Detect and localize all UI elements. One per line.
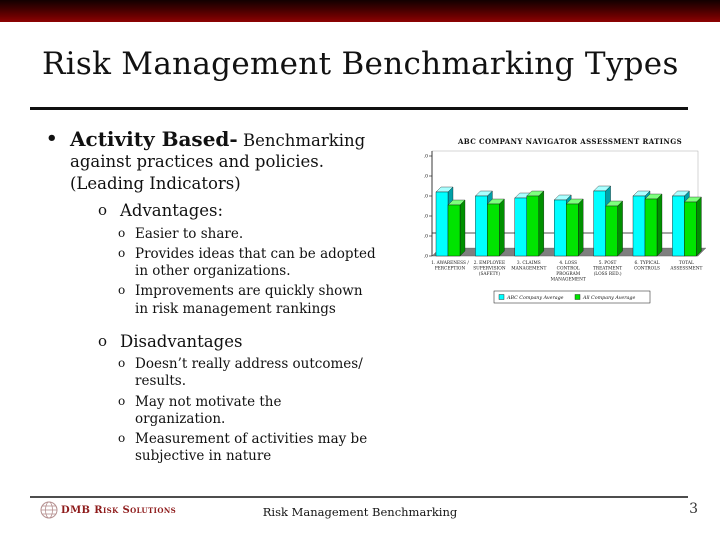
footer-title: Risk Management Benchmarking [262,505,458,519]
svg-text:PROGRAM: PROGRAM [556,272,580,277]
assessment-ratings-chart-svg: ABC COMPANY NAVIGATOR ASSESSMENT RATINGS… [424,137,707,304]
svg-text:(SAFETY): (SAFETY) [479,272,501,277]
svg-text:3. CLAIMS: 3. CLAIMS [517,261,541,266]
svg-text:4.0: 4.0 [424,174,428,180]
svg-text:0.0: 0.0 [424,254,428,260]
svg-text:SUPERVISION: SUPERVISION [473,267,506,272]
advantage-item: o Provides ideas that can be adopted in … [118,246,376,280]
advantage-item-text: Provides ideas that can be adopted in ot… [135,246,376,280]
advantage-item: o Easier to share. [118,226,376,243]
circle-bullet-icon: o [118,430,126,445]
bullet-dot-icon: • [46,128,58,149]
disadvantage-item: o Doesn’t really address outcomes/ resul… [118,356,376,390]
svg-text:4. LOSS: 4. LOSS [559,261,577,266]
circle-bullet-icon: o [118,246,126,261]
disadvantage-item: o May not motivate the organization. [118,394,376,428]
svg-text:1.0: 1.0 [424,234,428,240]
circle-bullet-icon: o [98,201,108,220]
disadvantage-item-text: Doesn’t really address outcomes/ results… [135,356,363,390]
footer-divider [30,496,688,498]
main-bullet-heading: Activity Based- [70,127,238,151]
advantages-list: o Easier to share. o Provides ideas that… [118,226,376,318]
svg-text:TREATMENT: TREATMENT [593,267,622,272]
svg-text:TOTAL: TOTAL [679,261,694,266]
main-bullet-text: Activity Based- Benchmarking against pra… [70,128,382,194]
disadvantages-label: Disadvantages [120,331,243,351]
company-logo: DMB Risk Solutions [40,501,176,519]
svg-text:CONTROL: CONTROL [557,267,580,272]
circle-bullet-icon: o [118,225,126,240]
svg-text:5.0: 5.0 [424,154,428,160]
title-divider [30,107,688,110]
svg-text:2. EMPLOYEE: 2. EMPLOYEE [474,261,505,266]
disadvantages-list: o Doesn’t really address outcomes/ resul… [118,356,376,465]
disadvantage-item-text: May not motivate the organization. [135,393,282,427]
svg-text:PERCEPTION: PERCEPTION [435,267,466,272]
svg-text:ASSESSMENT: ASSESSMENT [669,267,702,272]
svg-text:(LOSS RED.): (LOSS RED.) [594,272,622,277]
svg-text:3.0: 3.0 [424,194,428,200]
svg-text:MANAGEMENT: MANAGEMENT [551,278,586,283]
main-bullet-body: Benchmarking against practices and polic… [70,131,366,193]
slide-title: Risk Management Benchmarking Types [42,46,679,82]
svg-text:All Company Average: All Company Average [582,295,635,301]
svg-text:MANAGEMENT: MANAGEMENT [511,267,546,272]
advantages-heading: o Advantages: [98,201,418,222]
svg-text:2.0: 2.0 [424,214,428,220]
svg-text:1. AWARENESS /: 1. AWARENESS / [431,261,469,266]
advantage-item-text: Improvements are quickly shown in risk m… [135,283,363,317]
disadvantage-item-text: Measurement of activities may be subject… [135,430,368,464]
circle-bullet-icon: o [98,331,108,350]
globe-icon [40,501,58,519]
main-bullet: • Activity Based- Benchmarking against p… [46,128,418,194]
top-accent-bar [0,0,720,22]
disadvantage-item: o Measurement of activities may be subje… [118,431,376,465]
circle-bullet-icon: o [118,283,126,298]
disadvantages-heading: o Disadvantages [98,332,418,353]
svg-text:6. TYPICAL: 6. TYPICAL [634,261,659,266]
circle-bullet-icon: o [118,393,126,408]
svg-text:CONTROLS: CONTROLS [634,267,660,272]
svg-text:ABC Company Average: ABC Company Average [506,295,564,301]
bullet-content: • Activity Based- Benchmarking against p… [46,128,418,468]
logo-text: DMB Risk Solutions [61,504,177,516]
advantage-item: o Improvements are quickly shown in risk… [118,283,376,317]
svg-text:5. POST: 5. POST [599,261,617,266]
assessment-ratings-chart: ABC COMPANY NAVIGATOR ASSESSMENT RATINGS… [424,131,718,313]
page-number: 3 [689,501,698,517]
circle-bullet-icon: o [118,356,126,371]
svg-text:ABC COMPANY NAVIGATOR ASSESSME: ABC COMPANY NAVIGATOR ASSESSMENT RATINGS [457,137,682,146]
advantage-item-text: Easier to share. [135,225,244,242]
advantages-label: Advantages: [120,201,224,221]
